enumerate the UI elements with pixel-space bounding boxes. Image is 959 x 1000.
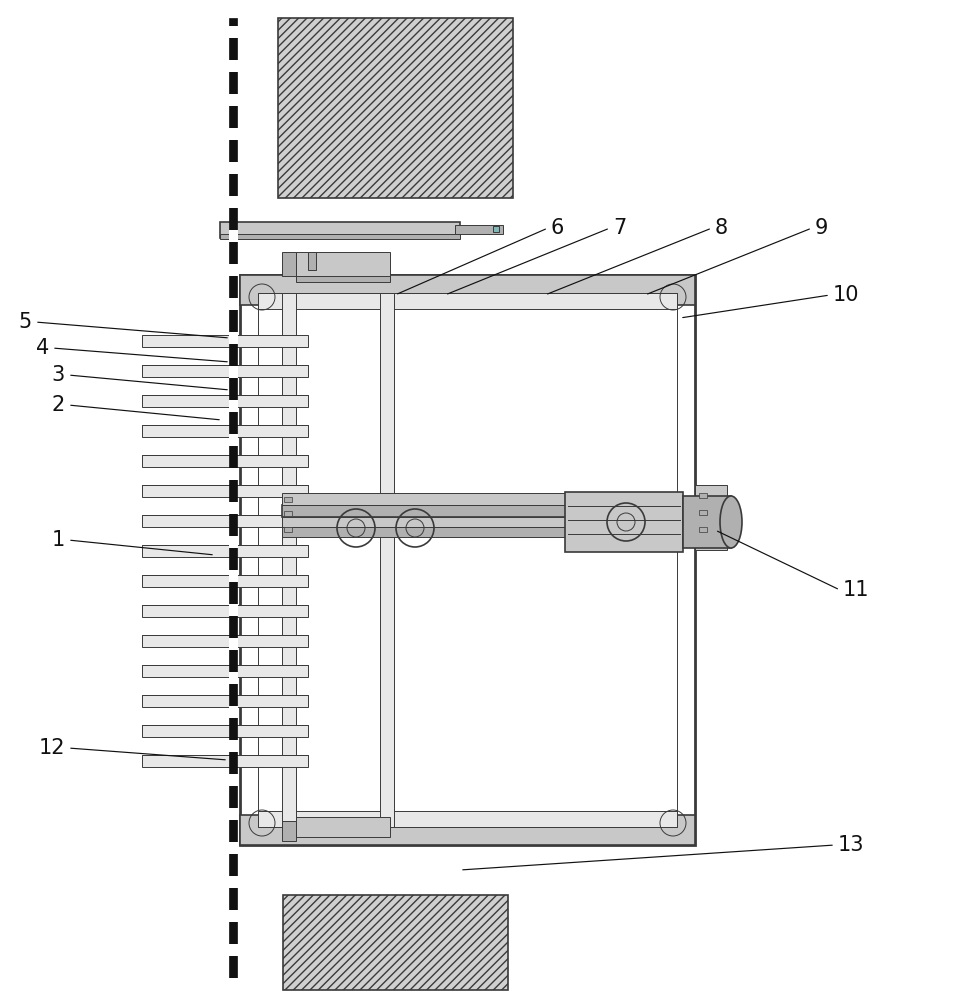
Bar	[228, 944, 238, 956]
Bar	[282, 821, 296, 841]
Bar	[493, 226, 499, 232]
Bar	[228, 672, 238, 684]
Bar	[142, 485, 308, 497]
Bar	[228, 366, 238, 378]
Bar	[228, 774, 238, 786]
Bar	[296, 252, 390, 280]
Text: 13: 13	[838, 835, 864, 855]
Bar	[284, 497, 292, 502]
Bar	[258, 293, 677, 827]
Text: 5: 5	[19, 312, 32, 332]
Bar	[258, 811, 677, 827]
Bar	[228, 332, 238, 344]
Bar	[220, 234, 460, 239]
Bar	[278, 18, 513, 198]
Bar	[308, 252, 316, 270]
Bar	[228, 230, 238, 242]
Bar	[142, 755, 308, 767]
Bar	[228, 162, 238, 174]
Bar	[283, 895, 508, 990]
Bar	[142, 725, 308, 737]
Bar	[258, 293, 677, 309]
Bar	[142, 605, 308, 617]
Bar	[455, 225, 503, 234]
Bar	[240, 275, 695, 305]
Text: 8: 8	[715, 218, 728, 238]
Bar	[228, 502, 238, 514]
Text: 2: 2	[52, 395, 65, 415]
Text: 11: 11	[843, 580, 870, 600]
Text: 9: 9	[815, 218, 829, 238]
Bar	[142, 695, 308, 707]
Bar	[142, 635, 308, 647]
Bar	[565, 492, 683, 552]
Bar	[228, 468, 238, 480]
Bar	[228, 638, 238, 650]
Text: 10: 10	[833, 285, 859, 305]
Bar	[683, 496, 731, 548]
Bar	[699, 527, 707, 532]
Bar	[282, 252, 296, 276]
Text: 7: 7	[613, 218, 626, 238]
Bar	[142, 395, 308, 407]
Text: 4: 4	[35, 338, 49, 358]
Bar	[228, 434, 238, 446]
Bar	[228, 842, 238, 854]
Bar	[228, 876, 238, 888]
Bar	[228, 94, 238, 106]
Bar	[228, 706, 238, 718]
Bar	[228, 26, 238, 38]
Text: 12: 12	[38, 738, 65, 758]
Bar	[142, 575, 308, 587]
Ellipse shape	[720, 496, 742, 548]
Bar	[284, 511, 292, 516]
Bar	[282, 517, 677, 527]
Bar	[142, 515, 308, 527]
Bar	[282, 505, 677, 517]
Text: 6: 6	[551, 218, 565, 238]
Bar	[228, 604, 238, 616]
Bar	[282, 527, 677, 537]
Bar	[228, 128, 238, 140]
Bar	[142, 545, 308, 557]
Bar	[228, 740, 238, 752]
Bar	[228, 60, 238, 72]
Bar	[282, 493, 677, 505]
Text: 1: 1	[52, 530, 65, 550]
Bar	[142, 365, 308, 377]
Bar	[228, 978, 238, 990]
Bar	[699, 510, 707, 515]
Bar	[282, 293, 296, 827]
Text: 3: 3	[52, 365, 65, 385]
Bar	[142, 455, 308, 467]
Bar	[296, 817, 390, 837]
Bar	[296, 276, 390, 282]
Bar	[240, 275, 695, 845]
Bar	[699, 493, 707, 498]
Bar	[220, 222, 460, 238]
Bar	[228, 400, 238, 412]
Bar	[228, 298, 238, 310]
Bar	[228, 536, 238, 548]
Bar	[229, 18, 237, 985]
Bar	[380, 293, 394, 827]
Bar	[284, 527, 292, 532]
Bar	[228, 570, 238, 582]
Bar	[228, 196, 238, 208]
Bar	[142, 665, 308, 677]
Bar	[142, 425, 308, 437]
Bar	[695, 485, 727, 550]
Bar	[142, 335, 308, 347]
Bar	[228, 910, 238, 922]
Bar	[228, 264, 238, 276]
Bar	[228, 808, 238, 820]
Bar	[240, 815, 695, 845]
